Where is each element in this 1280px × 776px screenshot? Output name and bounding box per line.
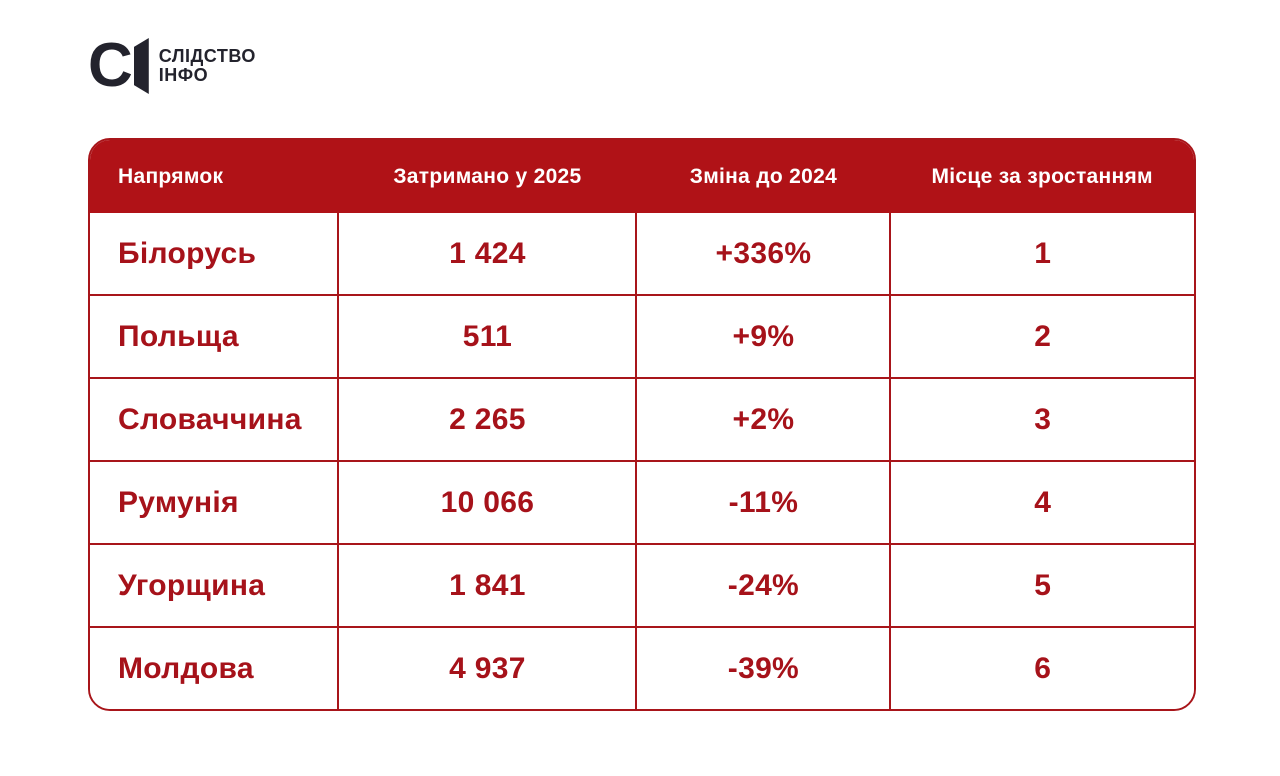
cell-detained: 10 066 — [337, 460, 638, 545]
cell-rank: 4 — [889, 460, 1194, 545]
cell-rank: 2 — [889, 294, 1194, 379]
cell-direction: Польща — [90, 294, 340, 379]
logo-mark-icon: С — [88, 31, 149, 100]
table-row: Угорщина 1 841 -24% 5 — [90, 543, 1194, 628]
logo-wordmark: СЛІДСТВО ІНФО — [159, 47, 256, 85]
logo-line1: СЛІДСТВО — [158, 46, 256, 66]
cell-rank: 3 — [889, 377, 1194, 462]
cell-change: +336% — [635, 213, 892, 296]
logo-letter-c: С — [88, 31, 133, 100]
header-row: Напрямок Затримано у 2025 Зміна до 2024 … — [90, 140, 1194, 213]
column-header-direction: Напрямок — [90, 140, 339, 213]
column-header-growth-rank: Місце за зростанням — [890, 140, 1194, 213]
cell-direction: Білорусь — [90, 213, 340, 296]
logo-line2: ІНФО — [158, 65, 209, 85]
cell-detained: 2 265 — [337, 377, 638, 462]
table-row: Білорусь 1 424 +336% 1 — [90, 213, 1194, 296]
cell-detained: 511 — [337, 294, 638, 379]
cell-direction: Румунія — [90, 460, 340, 545]
cell-direction: Молдова — [90, 626, 340, 709]
table-row: Польща 511 +9% 2 — [90, 294, 1194, 379]
cell-detained: 1 841 — [337, 543, 638, 628]
cell-change: -11% — [635, 460, 892, 545]
cell-rank: 1 — [889, 213, 1194, 296]
table-row: Молдова 4 937 -39% 6 — [90, 626, 1194, 709]
cell-detained: 1 424 — [337, 213, 638, 296]
cell-change: +2% — [635, 377, 892, 462]
cell-change: -39% — [635, 626, 892, 709]
cell-rank: 5 — [889, 543, 1194, 628]
logo-bar-shape — [133, 38, 149, 94]
cell-direction: Угорщина — [90, 543, 340, 628]
column-header-change-2024: Зміна до 2024 — [636, 140, 891, 213]
slidstvo-info-logo: С СЛІДСТВО ІНФО — [88, 31, 256, 100]
column-header-detained-2025: Затримано у 2025 — [338, 140, 637, 213]
cell-change: -24% — [635, 543, 892, 628]
cell-detained: 4 937 — [337, 626, 638, 709]
table-body: Білорусь 1 424 +336% 1 Польща 511 +9% 2 … — [90, 213, 1194, 709]
table-header: Напрямок Затримано у 2025 Зміна до 2024 … — [90, 140, 1194, 213]
detentions-table: Напрямок Затримано у 2025 Зміна до 2024 … — [88, 138, 1196, 711]
table-row: Словаччина 2 265 +2% 3 — [90, 377, 1194, 462]
cell-change: +9% — [635, 294, 892, 379]
table-row: Румунія 10 066 -11% 4 — [90, 460, 1194, 545]
cell-direction: Словаччина — [90, 377, 340, 462]
cell-rank: 6 — [889, 626, 1194, 709]
